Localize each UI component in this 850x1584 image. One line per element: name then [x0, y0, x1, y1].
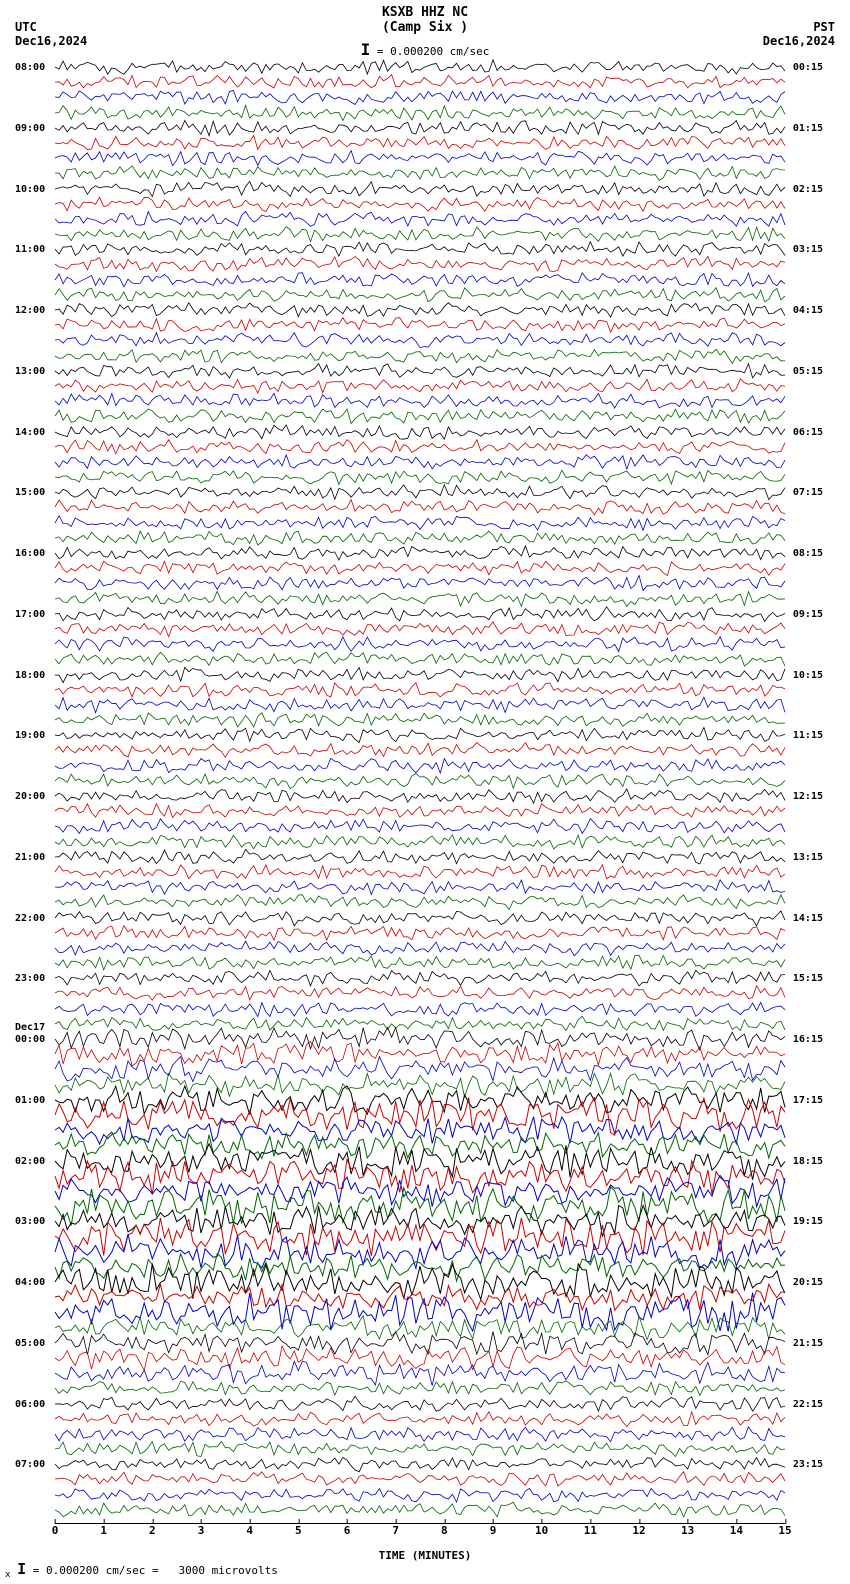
utc-time-label: 16:00 [15, 548, 45, 559]
pst-time-label: 23:15 [793, 1459, 823, 1470]
x-axis: 0123456789101112131415 [55, 1523, 785, 1544]
x-tick: 2 [149, 1524, 156, 1537]
utc-time-label: 04:00 [15, 1277, 45, 1288]
pst-time-label: 05:15 [793, 366, 823, 377]
x-tick: 15 [778, 1524, 791, 1537]
helicorder-plot: 08:0000:1509:0001:1510:0002:1511:0003:15… [55, 60, 785, 1520]
trace-row [55, 1503, 785, 1518]
pst-time-label: 03:15 [793, 244, 823, 255]
footer-scale: x I = 0.000200 cm/sec = 3000 microvolts [5, 1560, 278, 1580]
pst-time-label: 01:15 [793, 123, 823, 134]
location-subtitle: (Camp Six ) [0, 20, 850, 35]
x-tick: 11 [584, 1524, 597, 1537]
x-tick: 9 [490, 1524, 497, 1537]
pst-time-label: 04:15 [793, 305, 823, 316]
utc-time-label: 03:00 [15, 1216, 45, 1227]
pst-time-label: 10:15 [793, 670, 823, 681]
utc-time-label: 19:00 [15, 730, 45, 741]
x-tick: 1 [100, 1524, 107, 1537]
utc-time-label: 06:00 [15, 1399, 45, 1410]
utc-time-label: 00:00 [15, 1034, 45, 1045]
utc-time-label: 23:00 [15, 973, 45, 984]
x-tick: 4 [246, 1524, 253, 1537]
date-marker: Dec17 [15, 1022, 45, 1033]
pst-time-label: 11:15 [793, 730, 823, 741]
pst-time-label: 06:15 [793, 427, 823, 438]
pst-time-label: 07:15 [793, 487, 823, 498]
pst-time-label: 19:15 [793, 1216, 823, 1227]
pst-time-label: 08:15 [793, 548, 823, 559]
pst-time-label: 16:15 [793, 1034, 823, 1045]
x-tick: 10 [535, 1524, 548, 1537]
pst-time-label: 02:15 [793, 184, 823, 195]
utc-date: Dec16,2024 [15, 34, 87, 48]
station-title: KSXB HHZ NC [0, 5, 850, 20]
pst-time-label: 18:15 [793, 1156, 823, 1167]
utc-label: UTC [15, 20, 37, 34]
x-tick: 6 [344, 1524, 351, 1537]
x-tick: 8 [441, 1524, 448, 1537]
utc-time-label: 12:00 [15, 305, 45, 316]
utc-time-label: 22:00 [15, 913, 45, 924]
pst-time-label: 20:15 [793, 1277, 823, 1288]
pst-label: PST [813, 20, 835, 34]
utc-time-label: 09:00 [15, 123, 45, 134]
pst-time-label: 13:15 [793, 852, 823, 863]
utc-time-label: 05:00 [15, 1338, 45, 1349]
utc-time-label: 01:00 [15, 1095, 45, 1106]
utc-time-label: 11:00 [15, 244, 45, 255]
utc-time-label: 07:00 [15, 1459, 45, 1470]
utc-time-label: 15:00 [15, 487, 45, 498]
utc-time-label: 13:00 [15, 366, 45, 377]
utc-time-label: 17:00 [15, 609, 45, 620]
helicorder-container: KSXB HHZ NC (Camp Six ) UTC Dec16,2024 P… [0, 0, 850, 1584]
pst-time-label: 21:15 [793, 1338, 823, 1349]
x-tick: 3 [198, 1524, 205, 1537]
pst-time-label: 17:15 [793, 1095, 823, 1106]
utc-time-label: 21:00 [15, 852, 45, 863]
utc-time-label: 18:00 [15, 670, 45, 681]
pst-time-label: 14:15 [793, 913, 823, 924]
x-tick: 7 [392, 1524, 399, 1537]
pst-date: Dec16,2024 [763, 34, 835, 48]
x-tick: 0 [52, 1524, 59, 1537]
x-tick: 5 [295, 1524, 302, 1537]
pst-time-label: 12:15 [793, 791, 823, 802]
utc-time-label: 02:00 [15, 1156, 45, 1167]
utc-time-label: 10:00 [15, 184, 45, 195]
utc-time-label: 08:00 [15, 62, 45, 73]
pst-time-label: 09:15 [793, 609, 823, 620]
utc-time-label: 20:00 [15, 791, 45, 802]
x-tick: 14 [730, 1524, 743, 1537]
x-tick: 13 [681, 1524, 694, 1537]
utc-time-label: 14:00 [15, 427, 45, 438]
pst-time-label: 22:15 [793, 1399, 823, 1410]
pst-time-label: 00:15 [793, 62, 823, 73]
pst-time-label: 15:15 [793, 973, 823, 984]
x-tick: 12 [632, 1524, 645, 1537]
